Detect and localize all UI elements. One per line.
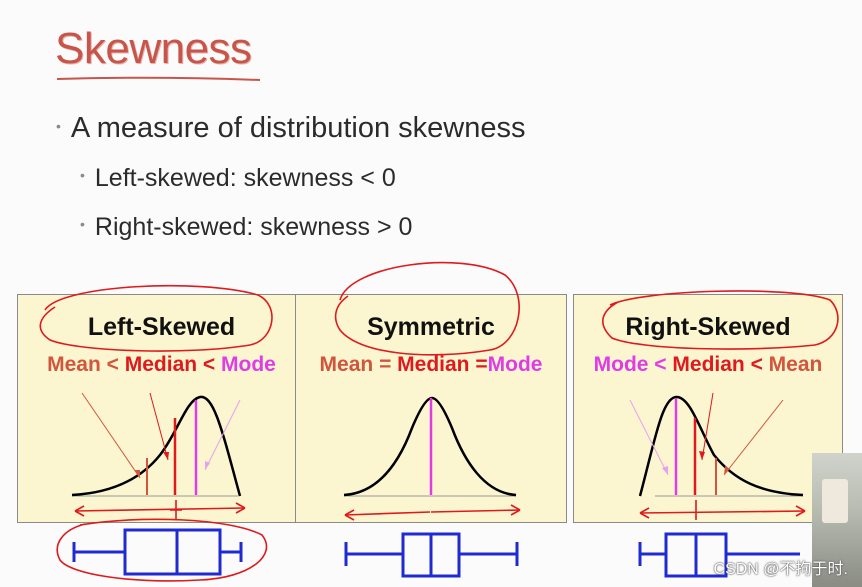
handwritten-annotations: [39, 261, 839, 582]
bullet-left-skewed-text: Left-skewed: skewness < 0: [94, 164, 396, 192]
bullet-main-text: A measure of distribution skewness: [70, 112, 526, 144]
boxplot-symmetric: [344, 532, 519, 578]
left-skewed-curve: [71, 392, 242, 497]
order-mode: Mode: [593, 353, 649, 376]
panel-title: Symmetric: [367, 313, 495, 341]
bullet-right-skewed-text: Right-skewed: skewness > 0: [94, 213, 413, 241]
order-sep: <: [100, 353, 125, 376]
boxplot-right: [638, 532, 800, 578]
panel-right-skewed: Right-Skewed Mode < Median < Mean: [573, 294, 843, 523]
order-median: Median: [672, 353, 745, 376]
order-label: Mean < Median < Mode: [18, 353, 305, 377]
order-mode: Mode: [221, 353, 276, 376]
slide-title: Skewness: [55, 24, 252, 73]
panel-title: Left-Skewed: [87, 313, 236, 341]
bullet-right-skewed: • Right-skewed: skewness > 0: [80, 213, 413, 241]
order-sep: =: [373, 353, 398, 376]
order-sep: <: [197, 353, 222, 376]
order-sep: =: [469, 353, 488, 376]
boxplot-left: [72, 528, 243, 576]
order-median: Median: [397, 353, 470, 376]
bullet-main: • A measure of distribution skewness: [56, 112, 526, 144]
bullet-left-skewed: • Left-skewed: skewness < 0: [80, 164, 396, 192]
order-mean: Mean: [47, 353, 101, 376]
order-sep: <: [648, 353, 673, 376]
webcam-overlay: [812, 453, 862, 587]
order-label: Mode < Median < Mean: [574, 353, 842, 377]
webcam-figure: [822, 479, 848, 523]
right-skewed-curve: [629, 392, 804, 497]
order-median: Median: [124, 353, 198, 376]
title-underline: [56, 76, 261, 81]
symmetric-curve: [343, 396, 517, 497]
order-sep: <: [744, 353, 769, 376]
watermark: CSDN @不拘于时.: [713, 561, 848, 578]
panel-title: Right-Skewed: [625, 313, 791, 341]
order-mean: Mean: [319, 353, 374, 376]
order-label: Mean = Median =Mode: [296, 353, 566, 377]
order-mean: Mean: [768, 353, 823, 376]
order-mode: Mode: [487, 353, 543, 376]
